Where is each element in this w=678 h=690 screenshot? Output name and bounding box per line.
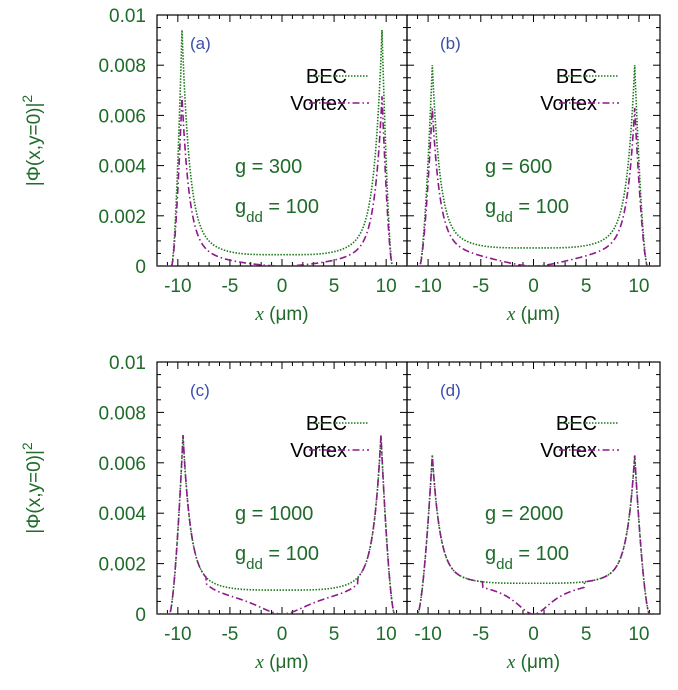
gdd-subscript: dd [246,209,263,226]
x-tick-label: -10 [414,624,441,645]
y-tick-label: 0.004 [98,504,146,525]
gdd-symbol: g [235,543,246,565]
x-tick-label: 10 [628,624,649,645]
y-tick-label: 0.008 [98,56,146,77]
x-tick-label: 0 [277,624,288,645]
panel-label: (b) [440,34,461,53]
x-tick-label: 5 [329,624,340,645]
x-tick-label: 5 [581,624,592,645]
gdd-symbol: g [485,196,496,218]
series-line-vortex [157,435,407,614]
x-tick-label: -10 [414,276,441,297]
x-tick-label: -5 [472,624,489,645]
legend-label-bec: BEC [306,413,347,435]
x-axis-unit: (μm) [515,652,560,673]
legend-label-vortex: Vortex [540,93,597,115]
y-axis-label: |Φ(x,y=0)|2 [19,442,45,534]
x-axis-symbol: x [506,304,516,325]
gdd-annotation: gdd = 100 [485,196,569,226]
legend-label-bec: BEC [306,66,347,88]
x-tick-label: -5 [221,276,238,297]
gdd-symbol: g [485,543,496,565]
series-line-bec [157,435,407,614]
y-axis-text: |Φ(x,y=0)| [24,103,45,187]
y-tick-label: 0.01 [109,6,146,27]
legend-label-vortex: Vortex [290,93,347,115]
gdd-subscript: dd [496,209,513,226]
x-tick-label: -10 [164,624,191,645]
y-tick-label: 0.006 [98,454,146,475]
x-axis-label: x (μm) [506,304,560,325]
series-line-vortex [407,108,660,266]
panel-label: (d) [440,381,461,400]
y-tick-label: 0 [135,257,146,278]
x-tick-label: 5 [329,276,340,297]
gdd-annotation: gdd = 100 [235,196,319,226]
x-axis-symbol: x [254,652,264,673]
x-tick-label: 5 [581,276,592,297]
x-tick-label: 0 [528,624,539,645]
x-axis-label: x (μm) [506,652,560,673]
x-tick-label: 10 [376,276,397,297]
series-line-vortex [157,96,407,266]
gdd-annotation: gdd = 100 [485,543,569,573]
y-tick-label: 0.01 [109,353,146,374]
panel-label: (a) [190,34,211,53]
gdd-subscript: dd [496,556,513,573]
y-tick-label: 0.004 [98,157,146,178]
series-line-bec [157,30,407,266]
x-tick-label: 10 [628,276,649,297]
x-tick-label: -5 [221,624,238,645]
gdd-value: = 100 [513,543,569,565]
x-axis-symbol: x [506,652,516,673]
series-line-bec [407,65,660,266]
g-annotation: g = 600 [485,156,552,178]
g-annotation: g = 1000 [235,503,313,525]
x-tick-label: 10 [376,624,397,645]
gdd-value: = 100 [263,543,319,565]
gdd-value: = 100 [513,196,569,218]
gdd-subscript: dd [246,556,263,573]
y-tick-label: 0.002 [98,207,146,228]
legend-label-vortex: Vortex [540,440,597,462]
g-annotation: g = 300 [235,156,302,178]
gdd-value: = 100 [263,196,319,218]
y-axis-text: |Φ(x,y=0)| [24,450,45,534]
panel-label: (c) [190,381,210,400]
g-annotation: g = 2000 [485,503,563,525]
legend-label-bec: BEC [556,413,597,435]
y-axis-superscript: 2 [19,442,35,450]
y-axis-superscript: 2 [19,95,35,103]
x-axis-unit: (μm) [264,304,309,325]
gdd-annotation: gdd = 100 [235,543,319,573]
gdd-symbol: g [235,196,246,218]
x-axis-unit: (μm) [264,652,309,673]
y-tick-label: 0.002 [98,555,146,576]
x-axis-symbol: x [254,304,264,325]
x-axis-label: x (μm) [254,304,308,325]
legend-label-vortex: Vortex [290,440,347,462]
y-axis-label: |Φ(x,y=0)|2 [19,95,45,187]
legend-label-bec: BEC [556,66,597,88]
series-line-bec [407,455,660,614]
y-tick-label: 0.008 [98,403,146,424]
x-tick-label: -5 [472,276,489,297]
x-tick-label: 0 [277,276,288,297]
x-axis-unit: (μm) [515,304,560,325]
x-tick-label: 0 [528,276,539,297]
x-tick-label: -10 [164,276,191,297]
y-tick-label: 0.006 [98,106,146,127]
x-axis-label: x (μm) [254,652,308,673]
y-tick-label: 0 [135,605,146,626]
series-line-vortex [407,455,660,614]
